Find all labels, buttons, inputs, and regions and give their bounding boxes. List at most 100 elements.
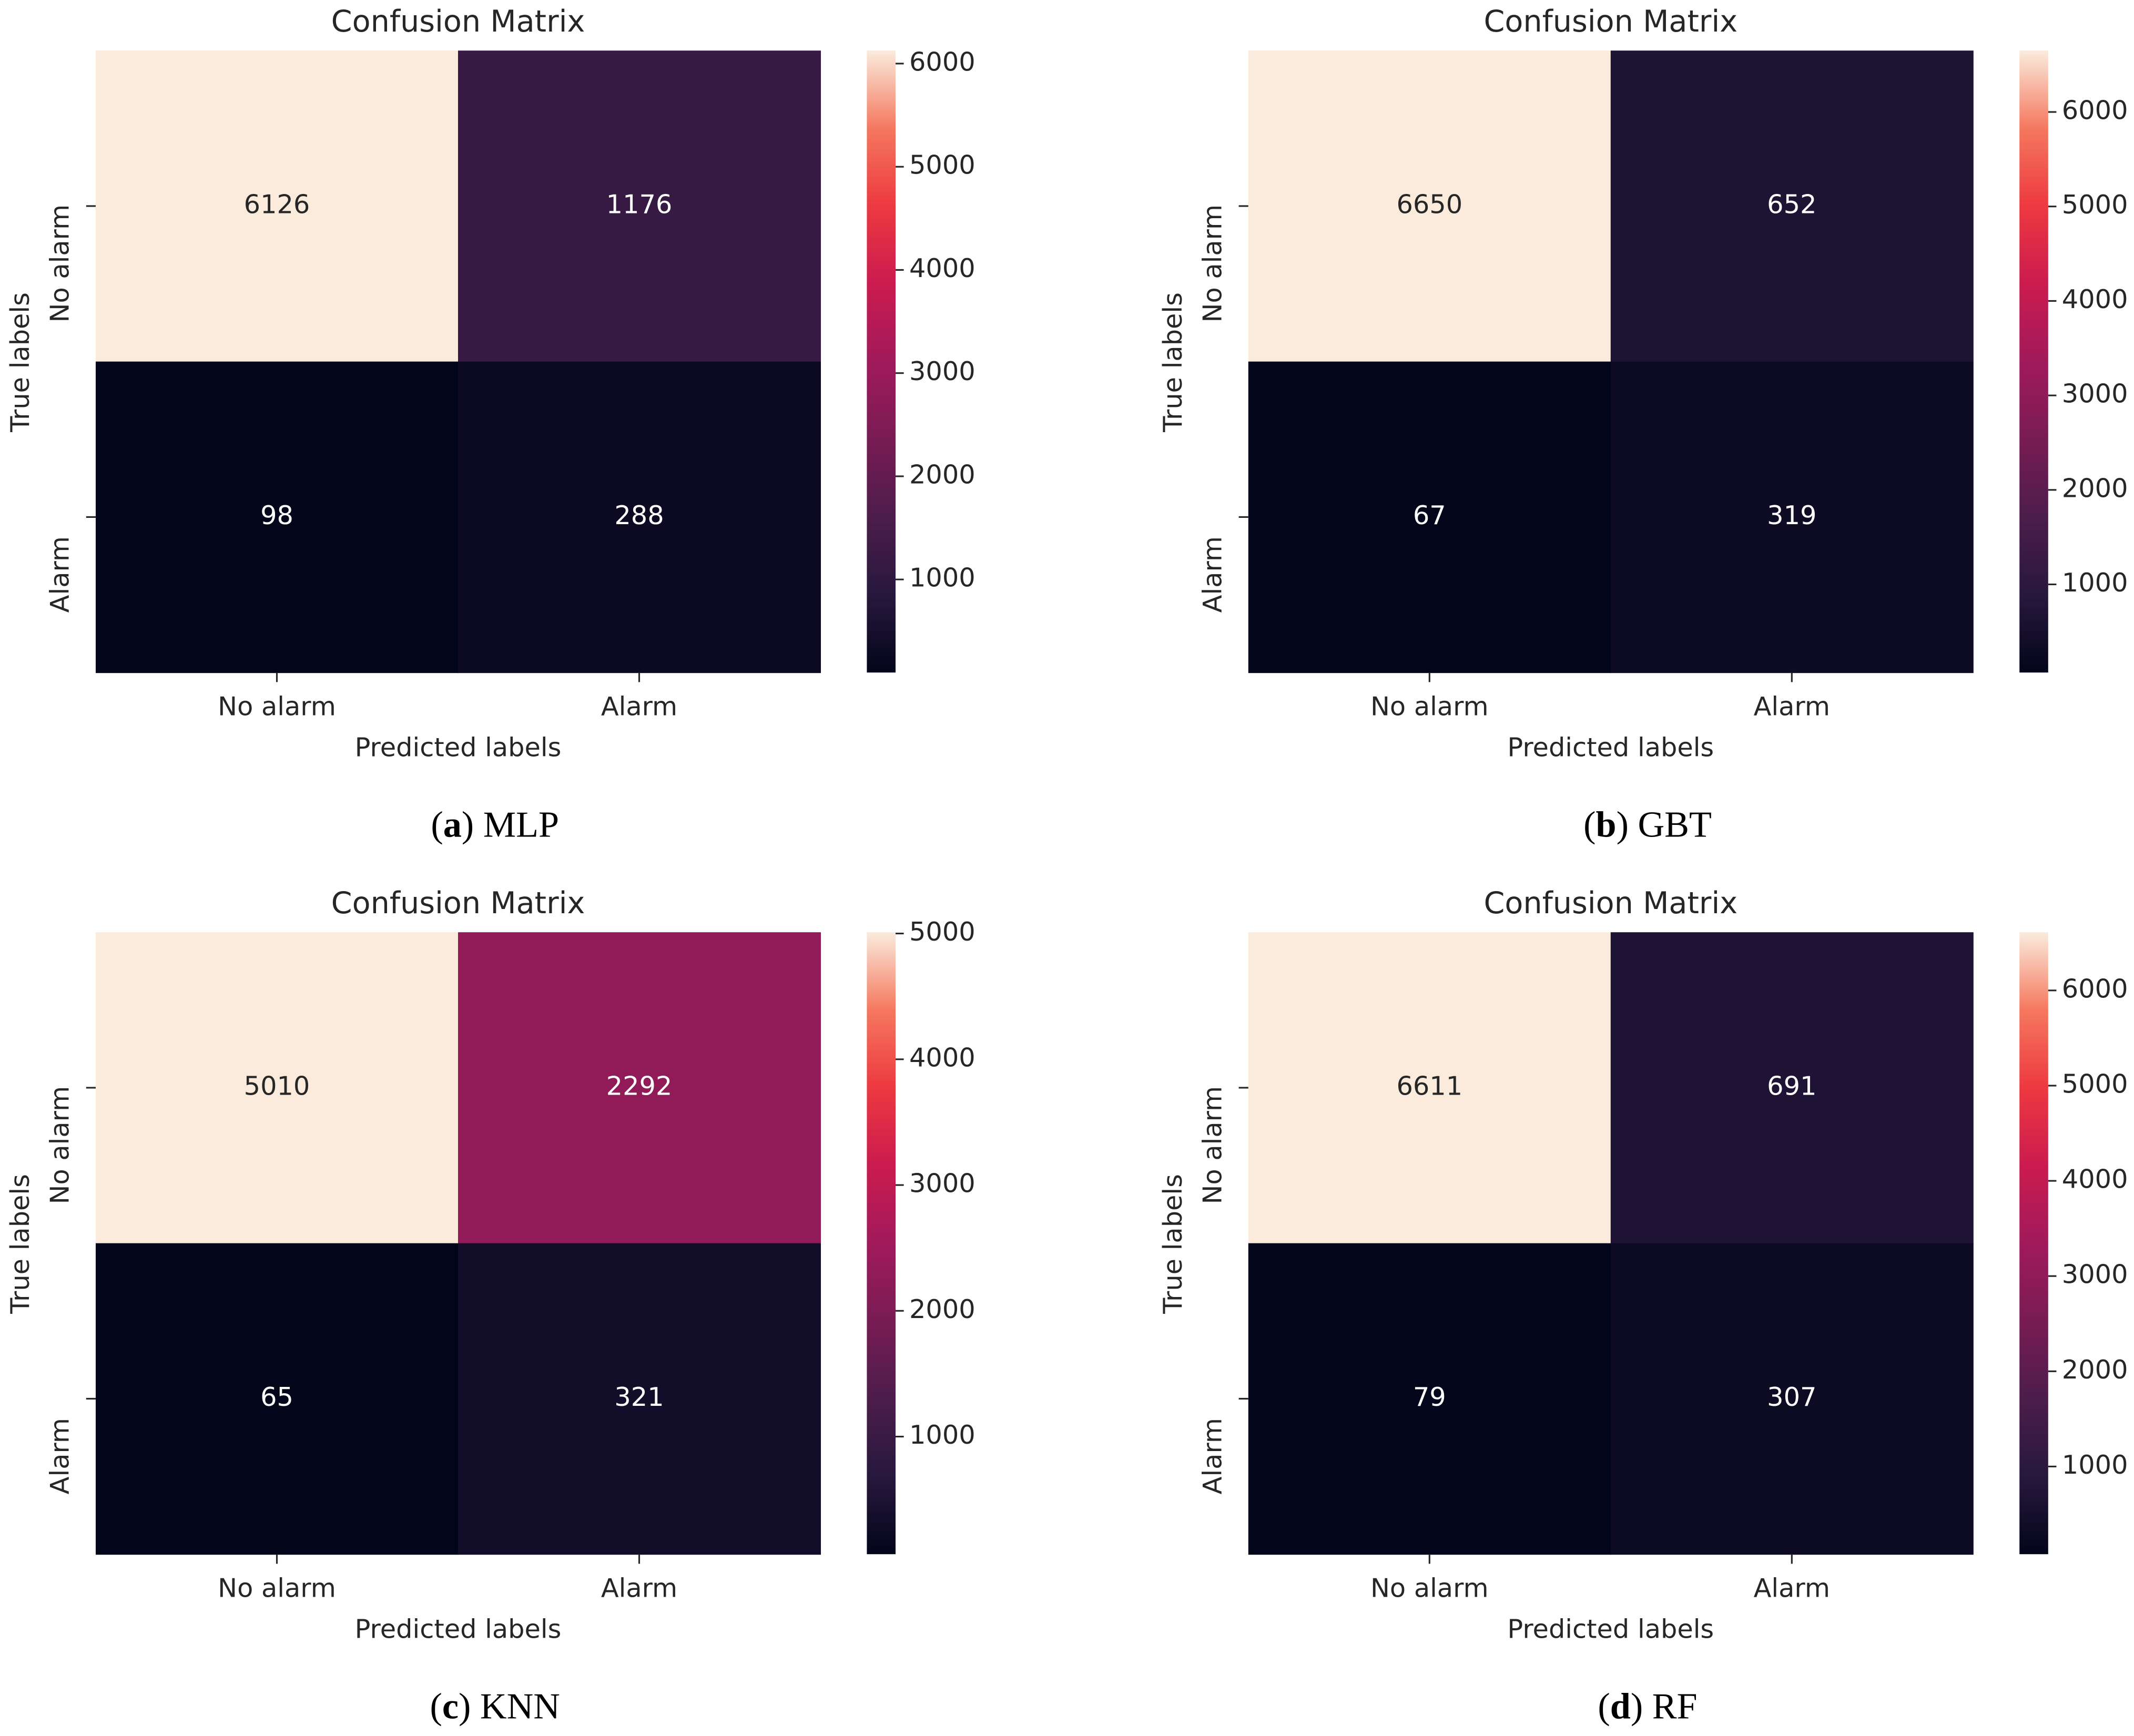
caption-letter: c xyxy=(442,1686,459,1727)
y-axis-label: True labels xyxy=(5,1174,35,1314)
confusion-matrix-panel-3: Confusion Matrix 5010 2292 65 321 No alarm Ala… xyxy=(5,886,975,1727)
colorbar-tick-label: 3000 xyxy=(2062,1259,2128,1290)
chart-title: Confusion Matrix xyxy=(331,4,585,39)
colorbar-tick-label: 1000 xyxy=(2062,567,2128,598)
x-tick-label: No alarm xyxy=(1370,1572,1489,1603)
x-tick-label: No alarm xyxy=(218,691,336,721)
colorbar xyxy=(867,932,896,1555)
cell-value-label: 5010 xyxy=(244,1070,310,1101)
cell-value-label: 652 xyxy=(1767,189,1816,219)
confusion-matrix-panel-2: Confusion Matrix 6650 652 67 319 No alarm Alar… xyxy=(1157,4,2128,845)
y-axis-label: True labels xyxy=(1157,292,1188,433)
colorbar-tick-label: 1000 xyxy=(2062,1449,2128,1480)
panel-caption: (d) RF xyxy=(1598,1686,1697,1727)
colorbar-tick-label: 3000 xyxy=(909,356,975,386)
colorbar-tick-label: 6000 xyxy=(909,46,975,77)
colorbar-tick-label: 6000 xyxy=(2062,973,2128,1004)
colorbar-tick-label: 4000 xyxy=(909,253,975,283)
heatmap-cell xyxy=(458,1243,821,1555)
chart-title: Confusion Matrix xyxy=(1483,4,1737,39)
heatmap-cell xyxy=(1610,932,1974,1244)
y-tick-label: No alarm xyxy=(45,1086,75,1204)
colorbar xyxy=(2019,932,2048,1555)
colorbar-tick-label: 2000 xyxy=(2062,473,2128,503)
cell-value-label: 319 xyxy=(1767,500,1816,530)
colorbar-tick-label: 3000 xyxy=(2062,379,2128,409)
cell-value-label: 307 xyxy=(1767,1382,1816,1412)
x-tick-label: No alarm xyxy=(218,1572,336,1603)
colorbar-tick-label: 1000 xyxy=(909,563,975,593)
x-axis-label: Predicted labels xyxy=(1507,1614,1714,1644)
chart-title: Confusion Matrix xyxy=(331,886,585,921)
caption-paren-open: ( xyxy=(1583,804,1596,845)
heatmap-cell xyxy=(1248,50,1611,362)
heatmap-cell xyxy=(1248,361,1611,673)
cell-value-label: 691 xyxy=(1767,1070,1816,1101)
cell-value-label: 6611 xyxy=(1396,1070,1462,1101)
heatmap-cell xyxy=(96,932,459,1244)
confusion-matrix-panel-4: Confusion Matrix 6611 691 79 307 No alarm Alar… xyxy=(1157,886,2128,1727)
panel-caption: (c) KNN xyxy=(430,1686,560,1727)
caption-paren-open: ( xyxy=(431,804,443,845)
colorbar-tick-label: 5000 xyxy=(909,916,975,947)
colorbar-tick-label: 2000 xyxy=(2062,1354,2128,1385)
colorbar xyxy=(867,50,896,673)
colorbar-tick-label: 5000 xyxy=(909,150,975,180)
caption-paren-open: ( xyxy=(1598,1686,1610,1727)
panel-caption: (b) GBT xyxy=(1583,804,1712,845)
heatmap-cell xyxy=(1610,361,1974,673)
x-tick-label: Alarm xyxy=(601,691,677,721)
y-axis-label: True labels xyxy=(5,292,35,433)
x-tick-label: No alarm xyxy=(1370,691,1489,721)
colorbar-tick-label: 2000 xyxy=(909,459,975,489)
heatmap-cell xyxy=(1248,1243,1611,1555)
colorbar-tick-label: 4000 xyxy=(2062,1164,2128,1194)
heatmap-cell xyxy=(458,50,821,362)
chart-title: Confusion Matrix xyxy=(1483,886,1737,921)
colorbar-tick-label: 3000 xyxy=(909,1168,975,1199)
caption-model-name: ) MLP xyxy=(462,804,559,845)
cell-value-label: 98 xyxy=(260,500,293,530)
x-tick-label: Alarm xyxy=(601,1572,677,1603)
cell-value-label: 6650 xyxy=(1396,189,1462,219)
colorbar-tick-label: 4000 xyxy=(2062,284,2128,314)
colorbar-tick-label: 4000 xyxy=(909,1042,975,1073)
colorbar-tick-label: 2000 xyxy=(909,1294,975,1324)
y-tick-label: Alarm xyxy=(1197,536,1227,612)
y-tick-label: No alarm xyxy=(45,205,75,323)
caption-model-name: ) RF xyxy=(1631,1686,1698,1727)
y-tick-label: No alarm xyxy=(1197,1086,1227,1204)
colorbar-tick-label: 5000 xyxy=(2062,1068,2128,1099)
caption-letter: b xyxy=(1596,804,1617,845)
caption-letter: d xyxy=(1610,1686,1631,1727)
cell-value-label: 65 xyxy=(260,1382,293,1412)
heatmap-cell xyxy=(96,361,459,673)
y-axis-label: True labels xyxy=(1157,1174,1188,1314)
heatmap-cell xyxy=(458,361,821,673)
cell-value-label: 67 xyxy=(1413,500,1446,530)
heatmap-cell xyxy=(1248,932,1611,1244)
cell-value-label: 288 xyxy=(614,500,664,530)
colorbar-tick-label: 6000 xyxy=(2062,95,2128,126)
heatmap-cell xyxy=(96,50,459,362)
caption-letter: a xyxy=(443,804,462,845)
cell-value-label: 79 xyxy=(1413,1382,1446,1412)
y-tick-label: Alarm xyxy=(45,1418,75,1494)
panel-caption: (a) MLP xyxy=(431,804,559,845)
heatmap-cell xyxy=(1610,1243,1974,1555)
cell-value-label: 321 xyxy=(614,1382,664,1412)
y-tick-label: No alarm xyxy=(1197,205,1227,323)
x-tick-label: Alarm xyxy=(1754,1572,1830,1603)
heatmap-cell xyxy=(458,932,821,1244)
cell-value-label: 6126 xyxy=(244,189,310,219)
y-tick-label: Alarm xyxy=(1197,1418,1227,1494)
caption-model-name: ) GBT xyxy=(1617,804,1712,845)
x-tick-label: Alarm xyxy=(1754,691,1830,721)
heatmap-cell xyxy=(96,1243,459,1555)
x-axis-label: Predicted labels xyxy=(355,732,562,762)
confusion-matrix-panel-1: Confusion Matrix 6126 1176 98 288 No alarm Ala… xyxy=(5,4,975,845)
colorbar xyxy=(2019,50,2048,673)
caption-paren-open: ( xyxy=(430,1686,442,1727)
heatmap-cell xyxy=(1610,50,1974,362)
